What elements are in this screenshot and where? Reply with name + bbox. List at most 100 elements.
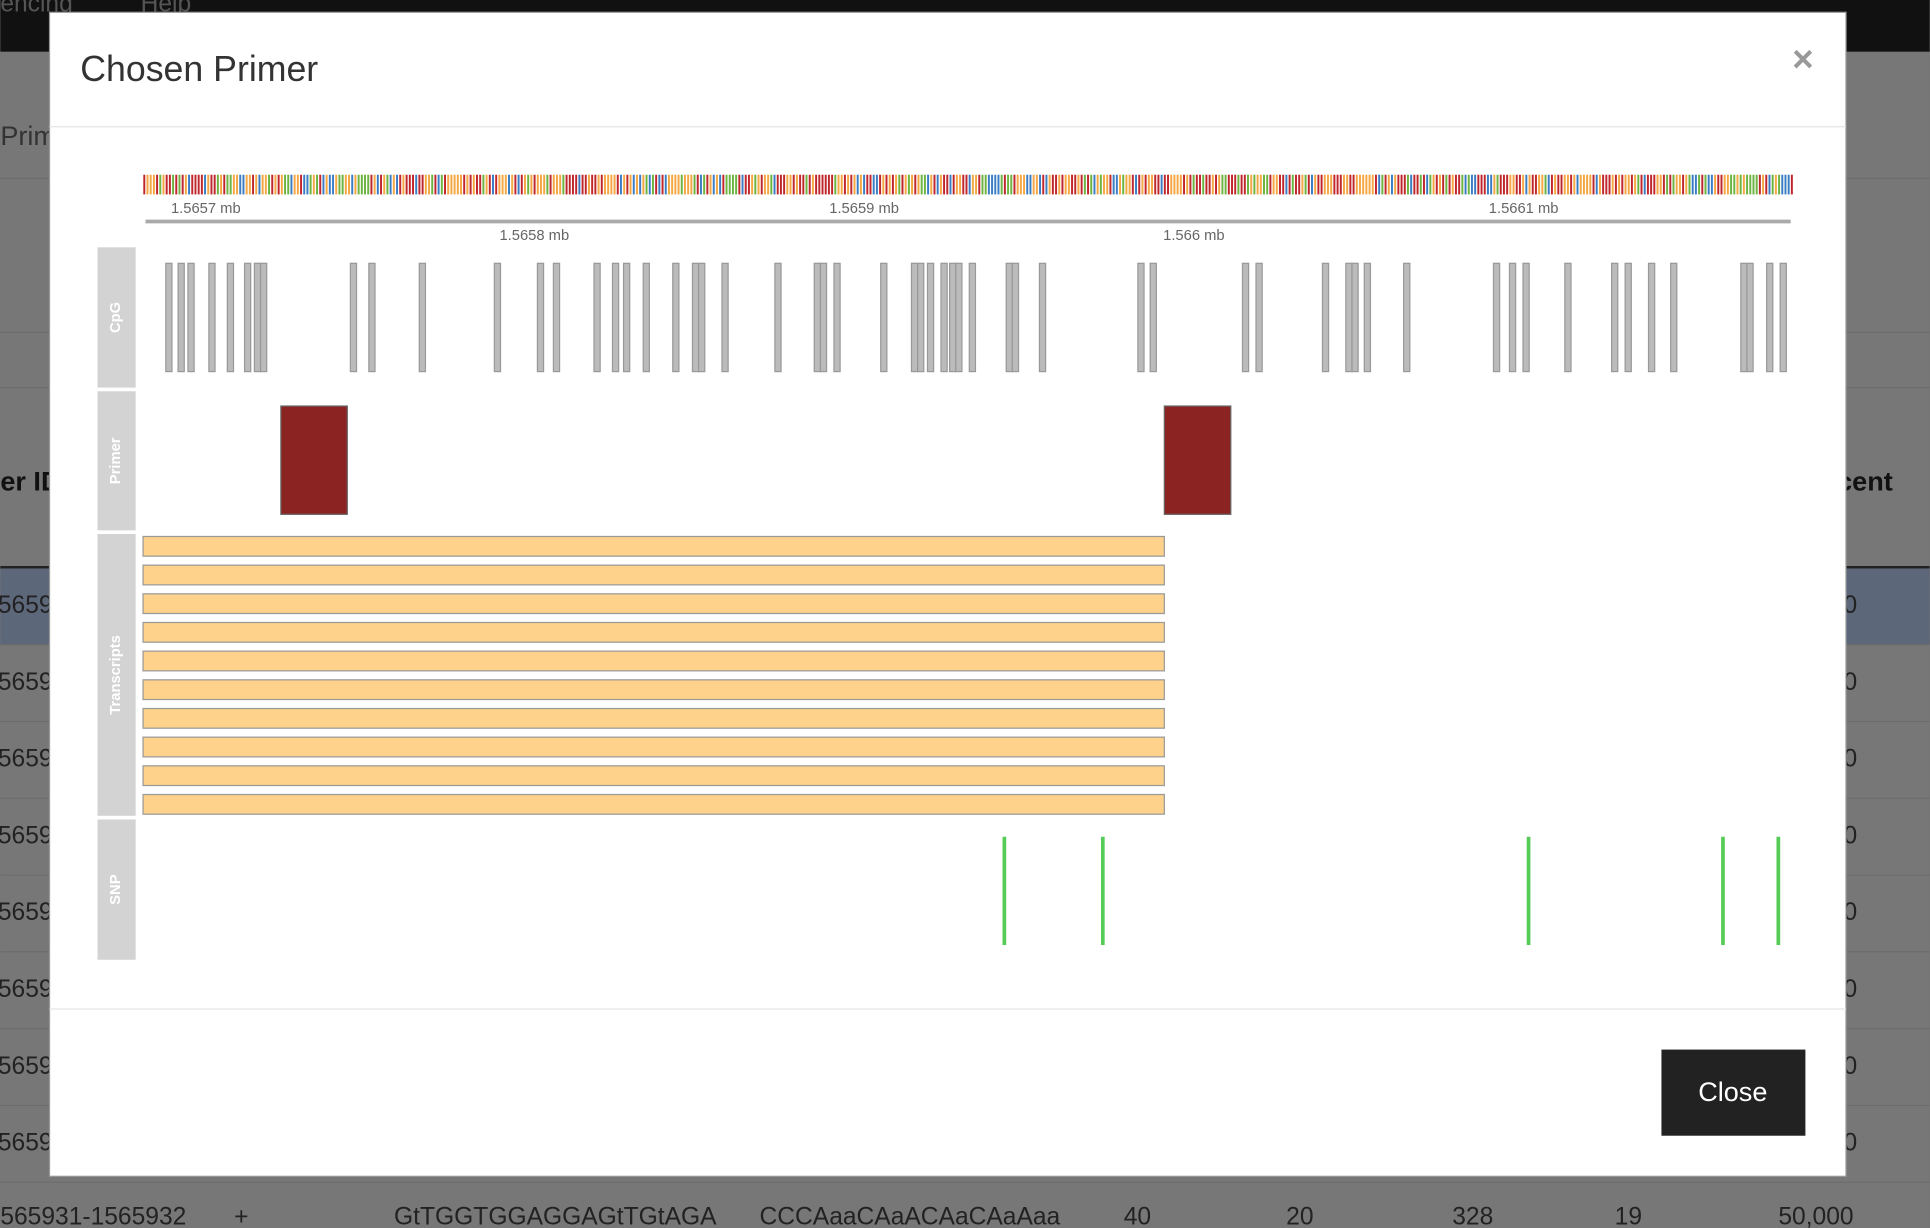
cpg-site xyxy=(259,262,268,373)
axis-label: 1.5657 mb xyxy=(171,201,241,217)
axis-label: 1.5661 mb xyxy=(1489,201,1559,217)
cell: 5659 xyxy=(0,1130,53,1157)
cpg-site xyxy=(622,262,631,373)
primer xyxy=(280,405,348,515)
cpg-site xyxy=(1005,262,1013,373)
cell: 0 xyxy=(1844,976,1858,1003)
cell: 0 xyxy=(1844,746,1858,773)
track-sidebar xyxy=(97,534,136,816)
cpg-site xyxy=(1647,262,1656,373)
cpg-site xyxy=(177,262,185,373)
track-sidebar xyxy=(97,819,136,960)
cpg-site xyxy=(819,262,828,373)
cpg-site xyxy=(910,262,919,373)
primer xyxy=(1163,405,1232,515)
cpg-site xyxy=(949,262,957,373)
cell: 0 xyxy=(1844,822,1858,849)
cell: 50,000 xyxy=(1778,1204,1853,1228)
cpg-site xyxy=(349,262,358,373)
cpg-site xyxy=(691,262,700,373)
axis-label: 1.5659 mb xyxy=(829,201,899,217)
cpg-site xyxy=(1522,262,1530,373)
cpg-site xyxy=(536,262,545,373)
cpg-site xyxy=(165,262,173,373)
cpg-site xyxy=(672,262,680,373)
cpg-site xyxy=(1624,262,1632,373)
track-label: Primer xyxy=(108,437,124,484)
cell: 565931-1565932 xyxy=(0,1204,186,1228)
transcript xyxy=(142,793,1165,815)
cpg-site xyxy=(243,262,252,373)
transcript xyxy=(142,736,1165,758)
cell: CCCAaaCAaACAaCAaAaa xyxy=(760,1204,1061,1228)
axis-label: 1.566 mb xyxy=(1163,228,1225,244)
transcript xyxy=(142,765,1165,787)
last-row: 565931-1565932 + GtTGGTGGAGGAGtTGtAGA CC… xyxy=(0,1204,1853,1228)
cpg-site xyxy=(926,262,935,373)
cell: 0 xyxy=(1844,669,1858,696)
close-icon[interactable]: × xyxy=(1792,38,1814,79)
cpg-site xyxy=(1508,262,1517,373)
cell: 0 xyxy=(1844,899,1858,926)
cpg-site xyxy=(1403,262,1411,373)
cpg-site xyxy=(813,262,822,373)
cpg-site xyxy=(1149,262,1157,373)
cpg-site xyxy=(226,262,235,373)
cpg-site xyxy=(253,262,262,373)
track-label: Transcripts xyxy=(108,635,124,715)
close-button-label[interactable]: Close xyxy=(1698,1076,1767,1107)
close-button[interactable] xyxy=(1661,1049,1806,1136)
cpg-site xyxy=(1241,262,1250,373)
cell: 0 xyxy=(1844,1053,1858,1080)
cpg-site xyxy=(917,262,925,373)
cpg-site xyxy=(1255,262,1263,373)
track-sidebar xyxy=(97,247,136,388)
cpg-site xyxy=(1670,262,1678,373)
transcript xyxy=(142,593,1165,615)
cpg-site xyxy=(1740,262,1748,373)
cell: 5659 xyxy=(0,899,53,926)
cpg-site xyxy=(1779,262,1787,373)
cpg-site xyxy=(1011,262,1020,373)
cpg-site xyxy=(642,262,651,373)
cpg-site xyxy=(1564,262,1572,373)
transcript xyxy=(142,564,1165,586)
cpg-site xyxy=(1610,262,1619,373)
cpg-site xyxy=(940,262,948,373)
cell: 0 xyxy=(1844,592,1858,619)
cell: + xyxy=(234,1204,248,1228)
cpg-site xyxy=(1345,262,1353,373)
transcript xyxy=(142,535,1165,557)
cpg-site xyxy=(833,262,841,373)
cpg-site xyxy=(697,262,706,373)
breadcrumb: Prim xyxy=(0,120,56,151)
cell: 5659 xyxy=(0,976,53,1003)
transcript xyxy=(142,621,1165,643)
cell: 20 xyxy=(1286,1204,1313,1228)
transcript xyxy=(142,707,1165,729)
track-sidebar xyxy=(97,391,136,531)
cell: GtTGGTGGAGGAGtTGtAGA xyxy=(394,1204,717,1228)
cpg-site xyxy=(418,262,427,373)
cell: 328 xyxy=(1452,1204,1493,1228)
cpg-site xyxy=(1746,262,1754,373)
cell: 40 xyxy=(1124,1204,1151,1228)
axis-label: 1.5658 mb xyxy=(499,228,569,244)
cell: 19 xyxy=(1615,1204,1642,1228)
cpg-site xyxy=(593,262,601,373)
modal-title: Chosen Primer xyxy=(80,49,318,89)
cpg-site xyxy=(880,262,888,373)
cpg-site xyxy=(1351,262,1359,373)
cell: 5659 xyxy=(0,1053,53,1080)
transcript xyxy=(142,679,1165,701)
cpg-site xyxy=(208,262,216,373)
cpg-site xyxy=(187,262,195,373)
sequence-strip xyxy=(143,174,1793,195)
track-label: SNP xyxy=(108,874,124,904)
cpg-site xyxy=(1038,262,1047,373)
cpg-site xyxy=(955,262,963,373)
cpg-site xyxy=(368,262,376,373)
cpg-site xyxy=(968,262,977,373)
